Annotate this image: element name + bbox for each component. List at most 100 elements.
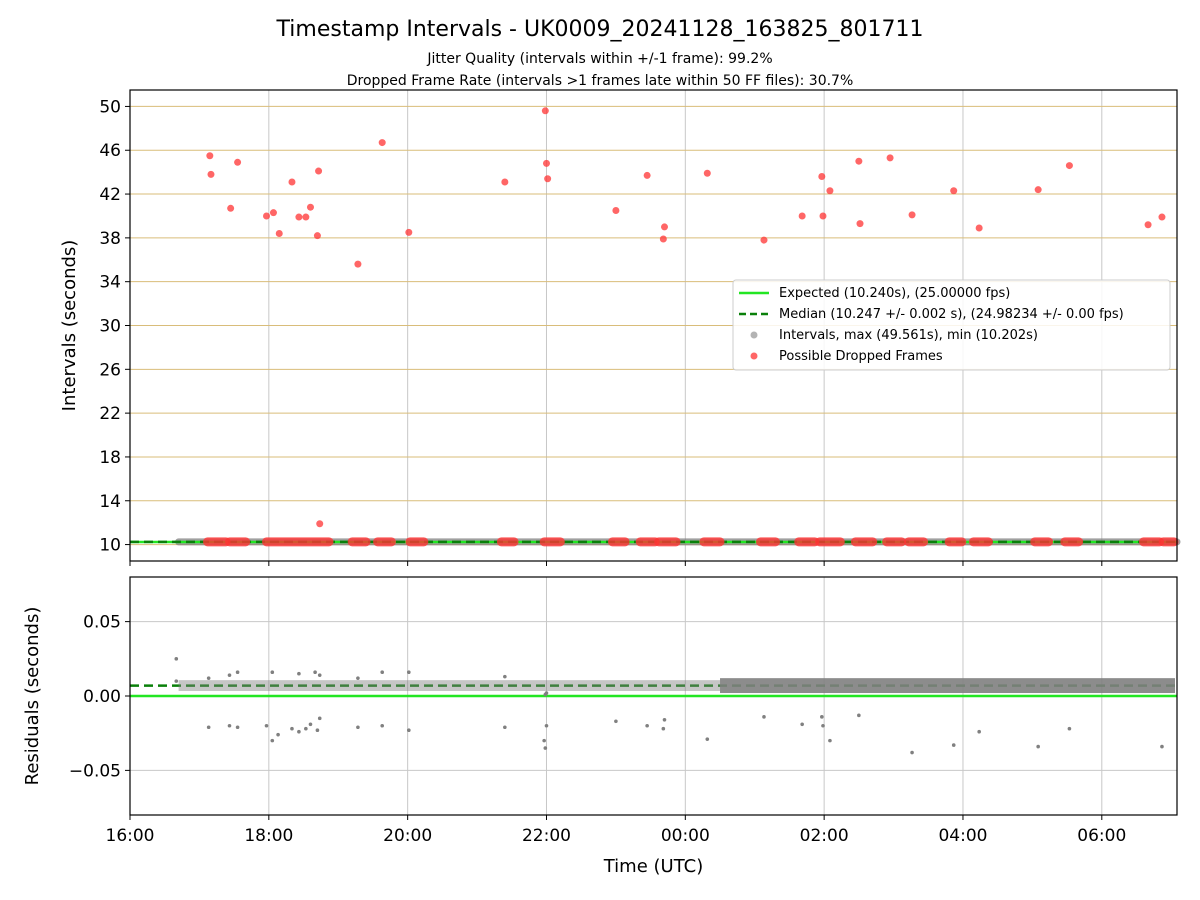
residual-outlier-point xyxy=(661,726,666,731)
dropped-frame-point xyxy=(234,158,242,166)
intervals-y-tick-label: 30 xyxy=(99,317,121,337)
legend-box xyxy=(732,279,1171,371)
intervals-y-tick-label: 26 xyxy=(99,360,121,380)
x-tick-label: 18:00 xyxy=(244,826,293,846)
dropped-frame-point xyxy=(405,228,413,236)
residual-outlier-point xyxy=(276,732,280,737)
residual-outlier-point xyxy=(174,657,179,661)
x-tick-label: 16:00 xyxy=(106,826,155,846)
intervals-y-ticks: 10 14 18 22 26 30 34 38 42 46 50 xyxy=(99,97,130,556)
dropped-frame-point xyxy=(302,213,310,221)
x-tick-label: 04:00 xyxy=(938,826,987,846)
dropped-frame-point xyxy=(975,224,983,232)
chart-title: Timestamp Intervals - UK0009_20241128_16… xyxy=(276,17,924,42)
residual-outlier-point xyxy=(227,673,232,677)
intervals-y-tick-label: 42 xyxy=(99,185,121,205)
residual-outlier-point xyxy=(407,670,411,674)
residual-outlier-point xyxy=(662,718,667,722)
residual-outlier-point xyxy=(645,723,649,728)
intervals-y-tick-label: 46 xyxy=(99,141,121,161)
residuals-y-tick-label: 0.05 xyxy=(83,613,121,633)
residual-outlier-point xyxy=(828,738,832,743)
x-tick-label: 02:00 xyxy=(800,826,849,846)
dropped-frame-point xyxy=(544,175,552,183)
residual-outlier-point xyxy=(1067,726,1072,731)
chart-legend: Expected (10.240s), (25.00000 fps) Media… xyxy=(732,279,1171,371)
residual-outlier-point xyxy=(762,715,766,719)
residual-outlier-point xyxy=(614,719,618,724)
dropped-frame-point xyxy=(542,159,550,167)
intervals-y-tick-label: 10 xyxy=(99,536,121,556)
dropped-frame-point xyxy=(855,157,863,165)
dropped-frame-point xyxy=(1144,221,1152,229)
residual-outlier-point xyxy=(977,729,981,734)
dropped-frame-point xyxy=(269,209,277,217)
intervals-panel: 10 14 18 22 26 30 34 38 42 46 50 Intervals (second… xyxy=(59,89,1181,566)
residual-outlier-point xyxy=(951,743,956,747)
dropped-frame-point xyxy=(263,212,271,220)
dropped-frame-point xyxy=(643,171,651,179)
residual-outlier-point xyxy=(1036,744,1040,749)
residual-outlier-point xyxy=(206,725,211,730)
residuals-dense-band xyxy=(720,678,1175,694)
dropped-frame-point xyxy=(354,260,362,268)
dropped-frame-point xyxy=(207,170,215,178)
legend-swatch-dropped xyxy=(750,352,758,360)
dropped-frame-point xyxy=(660,223,668,231)
residuals-outlier-points xyxy=(174,657,1164,755)
residual-outlier-point xyxy=(317,673,322,677)
residual-outlier-point xyxy=(356,676,360,680)
dropped-frame-point xyxy=(659,235,667,243)
residual-outlier-point xyxy=(304,726,308,731)
residual-outlier-point xyxy=(503,725,507,730)
residual-outlier-point xyxy=(297,729,301,734)
dropped-frame-point xyxy=(886,154,894,162)
residual-outlier-point xyxy=(270,670,275,674)
residuals-sparse-band xyxy=(178,680,721,692)
residual-outlier-point xyxy=(227,723,232,728)
x-axis-label: Time (UTC) xyxy=(603,856,704,877)
dropped-frame-point xyxy=(227,204,235,212)
intervals-y-tick-label: 38 xyxy=(99,229,121,249)
dropped-frame-point xyxy=(612,206,620,214)
residual-outlier-point xyxy=(264,723,269,728)
residual-outlier-point xyxy=(297,671,301,676)
residual-outlier-point xyxy=(542,738,546,743)
dropped-frame-point xyxy=(1034,186,1042,194)
residual-outlier-point xyxy=(235,670,240,674)
dropped-frame-point xyxy=(313,232,321,240)
dropped-frame-point xyxy=(826,187,834,195)
dropped-frame-point xyxy=(760,236,768,244)
residuals-x-ticks: 16:00 18:00 20:00 22:00 00:00 02:00 04:00 06:00 xyxy=(106,815,1126,846)
residual-outlier-point xyxy=(290,726,294,731)
legend-label-dropped: Possible Dropped Frames xyxy=(779,349,943,364)
residual-outlier-point xyxy=(235,725,240,730)
dropped-frame-point xyxy=(378,139,386,147)
dropped-frame-point xyxy=(501,178,509,186)
dropped-frame-point xyxy=(295,213,303,221)
residual-outlier-point xyxy=(270,738,275,743)
chart-subtitle-jitter: Jitter Quality (intervals within +/-1 fr… xyxy=(426,51,772,67)
dropped-frame-point xyxy=(275,229,283,237)
intervals-y-tick-label: 18 xyxy=(99,448,121,468)
residuals-y-tick-label: −0.05 xyxy=(69,761,121,781)
x-tick-label: 22:00 xyxy=(522,826,571,846)
dropped-frame-point xyxy=(306,203,314,211)
dropped-frame-point xyxy=(315,167,323,175)
residual-outlier-point xyxy=(857,713,861,718)
residual-outlier-point xyxy=(910,750,914,755)
residuals-y-axis-label: Residuals (seconds) xyxy=(22,607,43,786)
residual-outlier-point xyxy=(544,691,549,695)
dropped-frame-point xyxy=(1065,162,1073,170)
residuals-band xyxy=(178,678,1175,694)
residual-outlier-point xyxy=(380,723,385,728)
residuals-panel: 0.05 0.00 −0.05 16:00 18:00 20:00 22:00 00:00 0… xyxy=(22,576,1178,877)
dropped-frames-points xyxy=(203,107,1179,547)
residuals-y-ticks: 0.05 0.00 −0.05 xyxy=(69,613,130,781)
dropped-frame-point xyxy=(541,107,549,115)
residual-outlier-point xyxy=(543,746,548,750)
x-tick-label: 20:00 xyxy=(383,826,432,846)
dropped-frame-point xyxy=(798,212,806,220)
x-tick-label: 00:00 xyxy=(661,826,710,846)
